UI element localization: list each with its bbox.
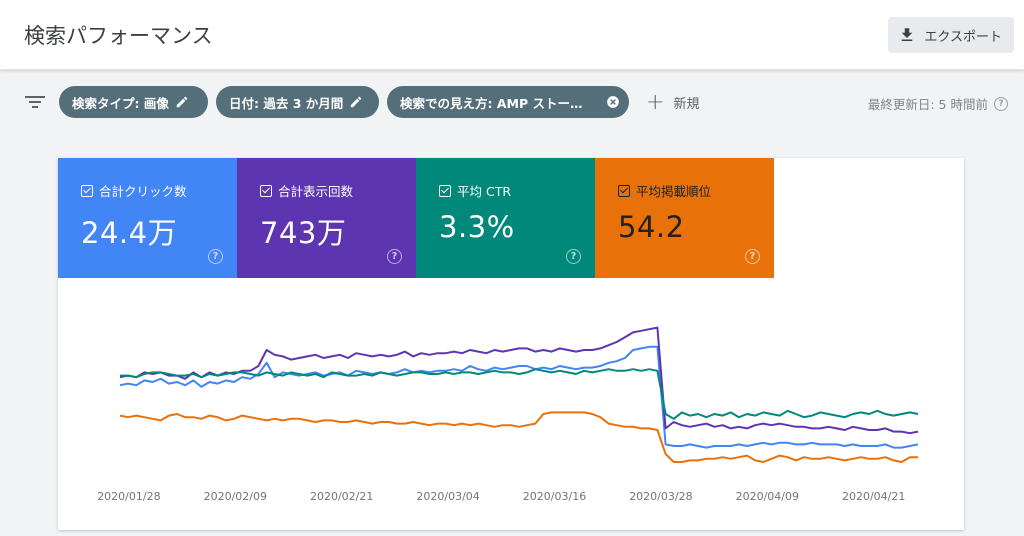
metric-label: 平均掲載順位 [618,181,711,200]
x-tick-label: 2020/01/28 [97,490,160,503]
x-tick-label: 2020/03/16 [523,490,586,503]
metric-value: 743万 [260,216,347,250]
filter-chip-search-appearance[interactable]: 検索での見え方: AMP ストー… [387,86,629,118]
metric-card-position[interactable]: 平均掲載順位 54.2 ? [595,158,774,278]
checkbox-icon[interactable] [81,184,93,197]
metric-label-text: 合計クリック数 [99,184,187,199]
metric-label-text: 合計表示回数 [278,184,354,199]
metric-card-ctr[interactable]: 平均 CTR 3.3% ? [416,158,595,278]
help-icon[interactable]: ? [745,249,760,264]
new-filter-button[interactable]: + 新規 [646,89,700,115]
filter-icon[interactable] [25,94,45,110]
page-title: 検索パフォーマンス [24,24,213,48]
x-tick-label: 2020/04/09 [736,490,799,503]
metric-card-clicks[interactable]: 合計クリック数 24.4万 ? [58,158,237,278]
performance-card: 合計クリック数 24.4万 ? 合計表示回数 743万 ? 平均 CTR 3.3… [58,158,964,530]
performance-line-chart[interactable]: 2020/01/28 2020/02/09 2020/02/21 2020/03/04… [58,278,964,530]
metric-label: 合計クリック数 [81,181,187,200]
pencil-icon[interactable] [349,95,363,109]
plus-icon: + [646,89,665,115]
series-line-1[interactable] [119,326,919,435]
series-line-0[interactable] [119,345,919,449]
metric-label: 平均 CTR [439,181,511,200]
x-tick-label: 2020/02/21 [310,490,373,503]
metric-value: 54.2 [618,210,685,244]
last-updated-text: 最終更新日: 5 時間前 [867,97,988,112]
metric-label-text: 平均掲載順位 [636,184,712,199]
checkbox-icon[interactable] [618,184,630,197]
series-line-3[interactable] [119,411,918,463]
series-line-2[interactable] [120,368,919,420]
x-tick-label: 2020/02/09 [204,490,267,503]
metric-value: 3.3% [439,210,515,244]
chip-label: 日付: 過去 3 か月間 [229,95,344,111]
checkbox-icon[interactable] [260,184,272,197]
filter-bar: 検索タイプ: 画像 日付: 過去 3 か月間 検索での見え方: AMP ストー…… [0,82,1024,122]
last-updated: 最終更新日: 5 時間前 ? [868,94,1008,113]
top-bar: 検索パフォーマンス エクスポート [0,0,1024,70]
export-button[interactable]: エクスポート [888,17,1014,53]
chip-label: 検索タイプ: 画像 [72,95,169,111]
chip-label: 検索での見え方: AMP ストー… [400,95,583,111]
x-tick-label: 2020/04/21 [842,490,905,503]
help-icon[interactable]: ? [566,249,581,264]
download-icon [902,28,913,41]
filter-chip-search-type[interactable]: 検索タイプ: 画像 [59,86,208,118]
filter-chip-date[interactable]: 日付: 過去 3 か月間 [216,86,379,118]
x-tick-label: 2020/03/28 [629,490,692,503]
metric-value: 24.4万 [81,216,178,250]
x-tick-label: 2020/03/04 [416,490,479,503]
help-icon[interactable]: ? [208,249,223,264]
metric-label: 合計表示回数 [260,181,353,200]
close-circle-icon[interactable] [606,95,620,109]
help-icon[interactable]: ? [387,249,402,264]
new-filter-label: 新規 [673,97,700,112]
metric-card-impressions[interactable]: 合計表示回数 743万 ? [237,158,416,278]
pencil-icon[interactable] [175,95,189,109]
checkbox-icon[interactable] [439,184,451,197]
metric-label-text: 平均 CTR [457,184,512,199]
help-icon[interactable]: ? [994,96,1008,111]
export-label: エクスポート [924,29,1002,45]
